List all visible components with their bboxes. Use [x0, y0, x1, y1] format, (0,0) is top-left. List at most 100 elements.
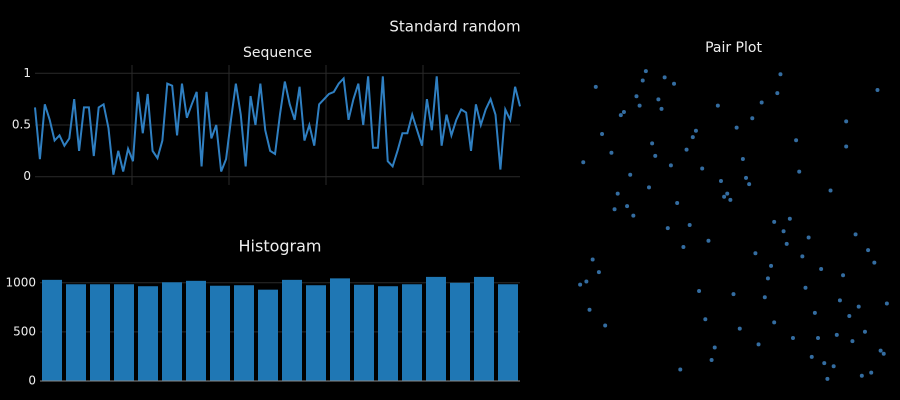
point: [631, 213, 636, 218]
point: [609, 150, 614, 155]
point: [668, 163, 673, 168]
point: [650, 141, 655, 146]
point: [884, 301, 889, 306]
bar: [402, 284, 422, 381]
point: [712, 345, 717, 350]
y-tick-label: 1: [23, 66, 31, 80]
point: [681, 244, 686, 249]
point: [643, 69, 648, 74]
point: [772, 219, 777, 224]
point: [678, 367, 683, 372]
point: [866, 248, 871, 253]
point: [797, 169, 802, 174]
point: [615, 191, 620, 196]
bar: [258, 289, 278, 381]
point: [740, 157, 745, 162]
point: [816, 336, 821, 341]
subplot-title: Sequence: [243, 45, 312, 61]
point: [665, 226, 670, 231]
bar: [138, 286, 158, 381]
point: [784, 241, 789, 246]
bar: [210, 285, 230, 381]
point: [675, 201, 680, 206]
point: [703, 317, 708, 322]
point: [756, 342, 761, 347]
point: [862, 329, 867, 334]
point: [841, 273, 846, 278]
bar: [90, 284, 110, 381]
y-tick-label: 0: [28, 374, 36, 388]
point: [662, 75, 667, 80]
point: [837, 298, 842, 303]
point: [731, 292, 736, 297]
point: [687, 223, 692, 227]
point: [590, 257, 595, 262]
point: [600, 131, 605, 136]
point: [744, 175, 749, 180]
point: [812, 310, 817, 315]
point: [787, 216, 792, 221]
point: [618, 113, 623, 118]
point: [737, 326, 742, 331]
point: [872, 260, 877, 265]
point: [769, 263, 774, 268]
point: [753, 251, 758, 256]
point: [596, 270, 601, 275]
bar: [114, 284, 134, 381]
point: [684, 147, 689, 152]
point: [822, 361, 827, 366]
bar: [162, 282, 182, 381]
point: [587, 307, 592, 312]
bar: [474, 276, 494, 381]
bar: [282, 279, 302, 381]
point: [875, 87, 880, 92]
sequence-line: [34, 76, 521, 175]
point: [625, 204, 630, 209]
point: [781, 229, 786, 234]
point: [759, 100, 764, 105]
point: [831, 364, 836, 369]
point: [772, 320, 777, 325]
bar: [426, 276, 446, 381]
point: [806, 235, 811, 240]
y-tick-label: 0: [23, 169, 31, 183]
point: [646, 185, 651, 190]
subplot-title: Pair Plot: [705, 40, 762, 56]
bar: [354, 284, 374, 381]
point: [859, 373, 864, 378]
point: [693, 128, 698, 133]
point: [869, 370, 874, 375]
point: [593, 84, 598, 89]
bar: [66, 284, 86, 381]
point: [747, 182, 752, 187]
point: [828, 188, 833, 193]
point: [850, 339, 855, 344]
point: [722, 194, 727, 199]
subplot-title: Histogram: [239, 237, 322, 256]
point: [709, 358, 714, 363]
point: [834, 332, 839, 337]
bar: [498, 284, 518, 381]
point: [734, 125, 739, 130]
point: [697, 288, 702, 293]
point: [847, 314, 852, 319]
point: [800, 254, 805, 259]
point: [603, 323, 608, 328]
point: [584, 279, 589, 284]
bar: [306, 285, 326, 381]
bar: [450, 282, 470, 381]
point: [790, 336, 795, 341]
page-title: Standard random: [389, 18, 520, 36]
point: [634, 94, 639, 99]
point: [578, 282, 583, 287]
point: [728, 197, 733, 202]
point: [844, 119, 849, 124]
point: [856, 304, 861, 309]
point: [881, 351, 886, 356]
point: [700, 166, 705, 171]
bar: [378, 286, 398, 381]
point: [612, 207, 617, 212]
point: [825, 376, 830, 381]
point: [778, 72, 783, 77]
